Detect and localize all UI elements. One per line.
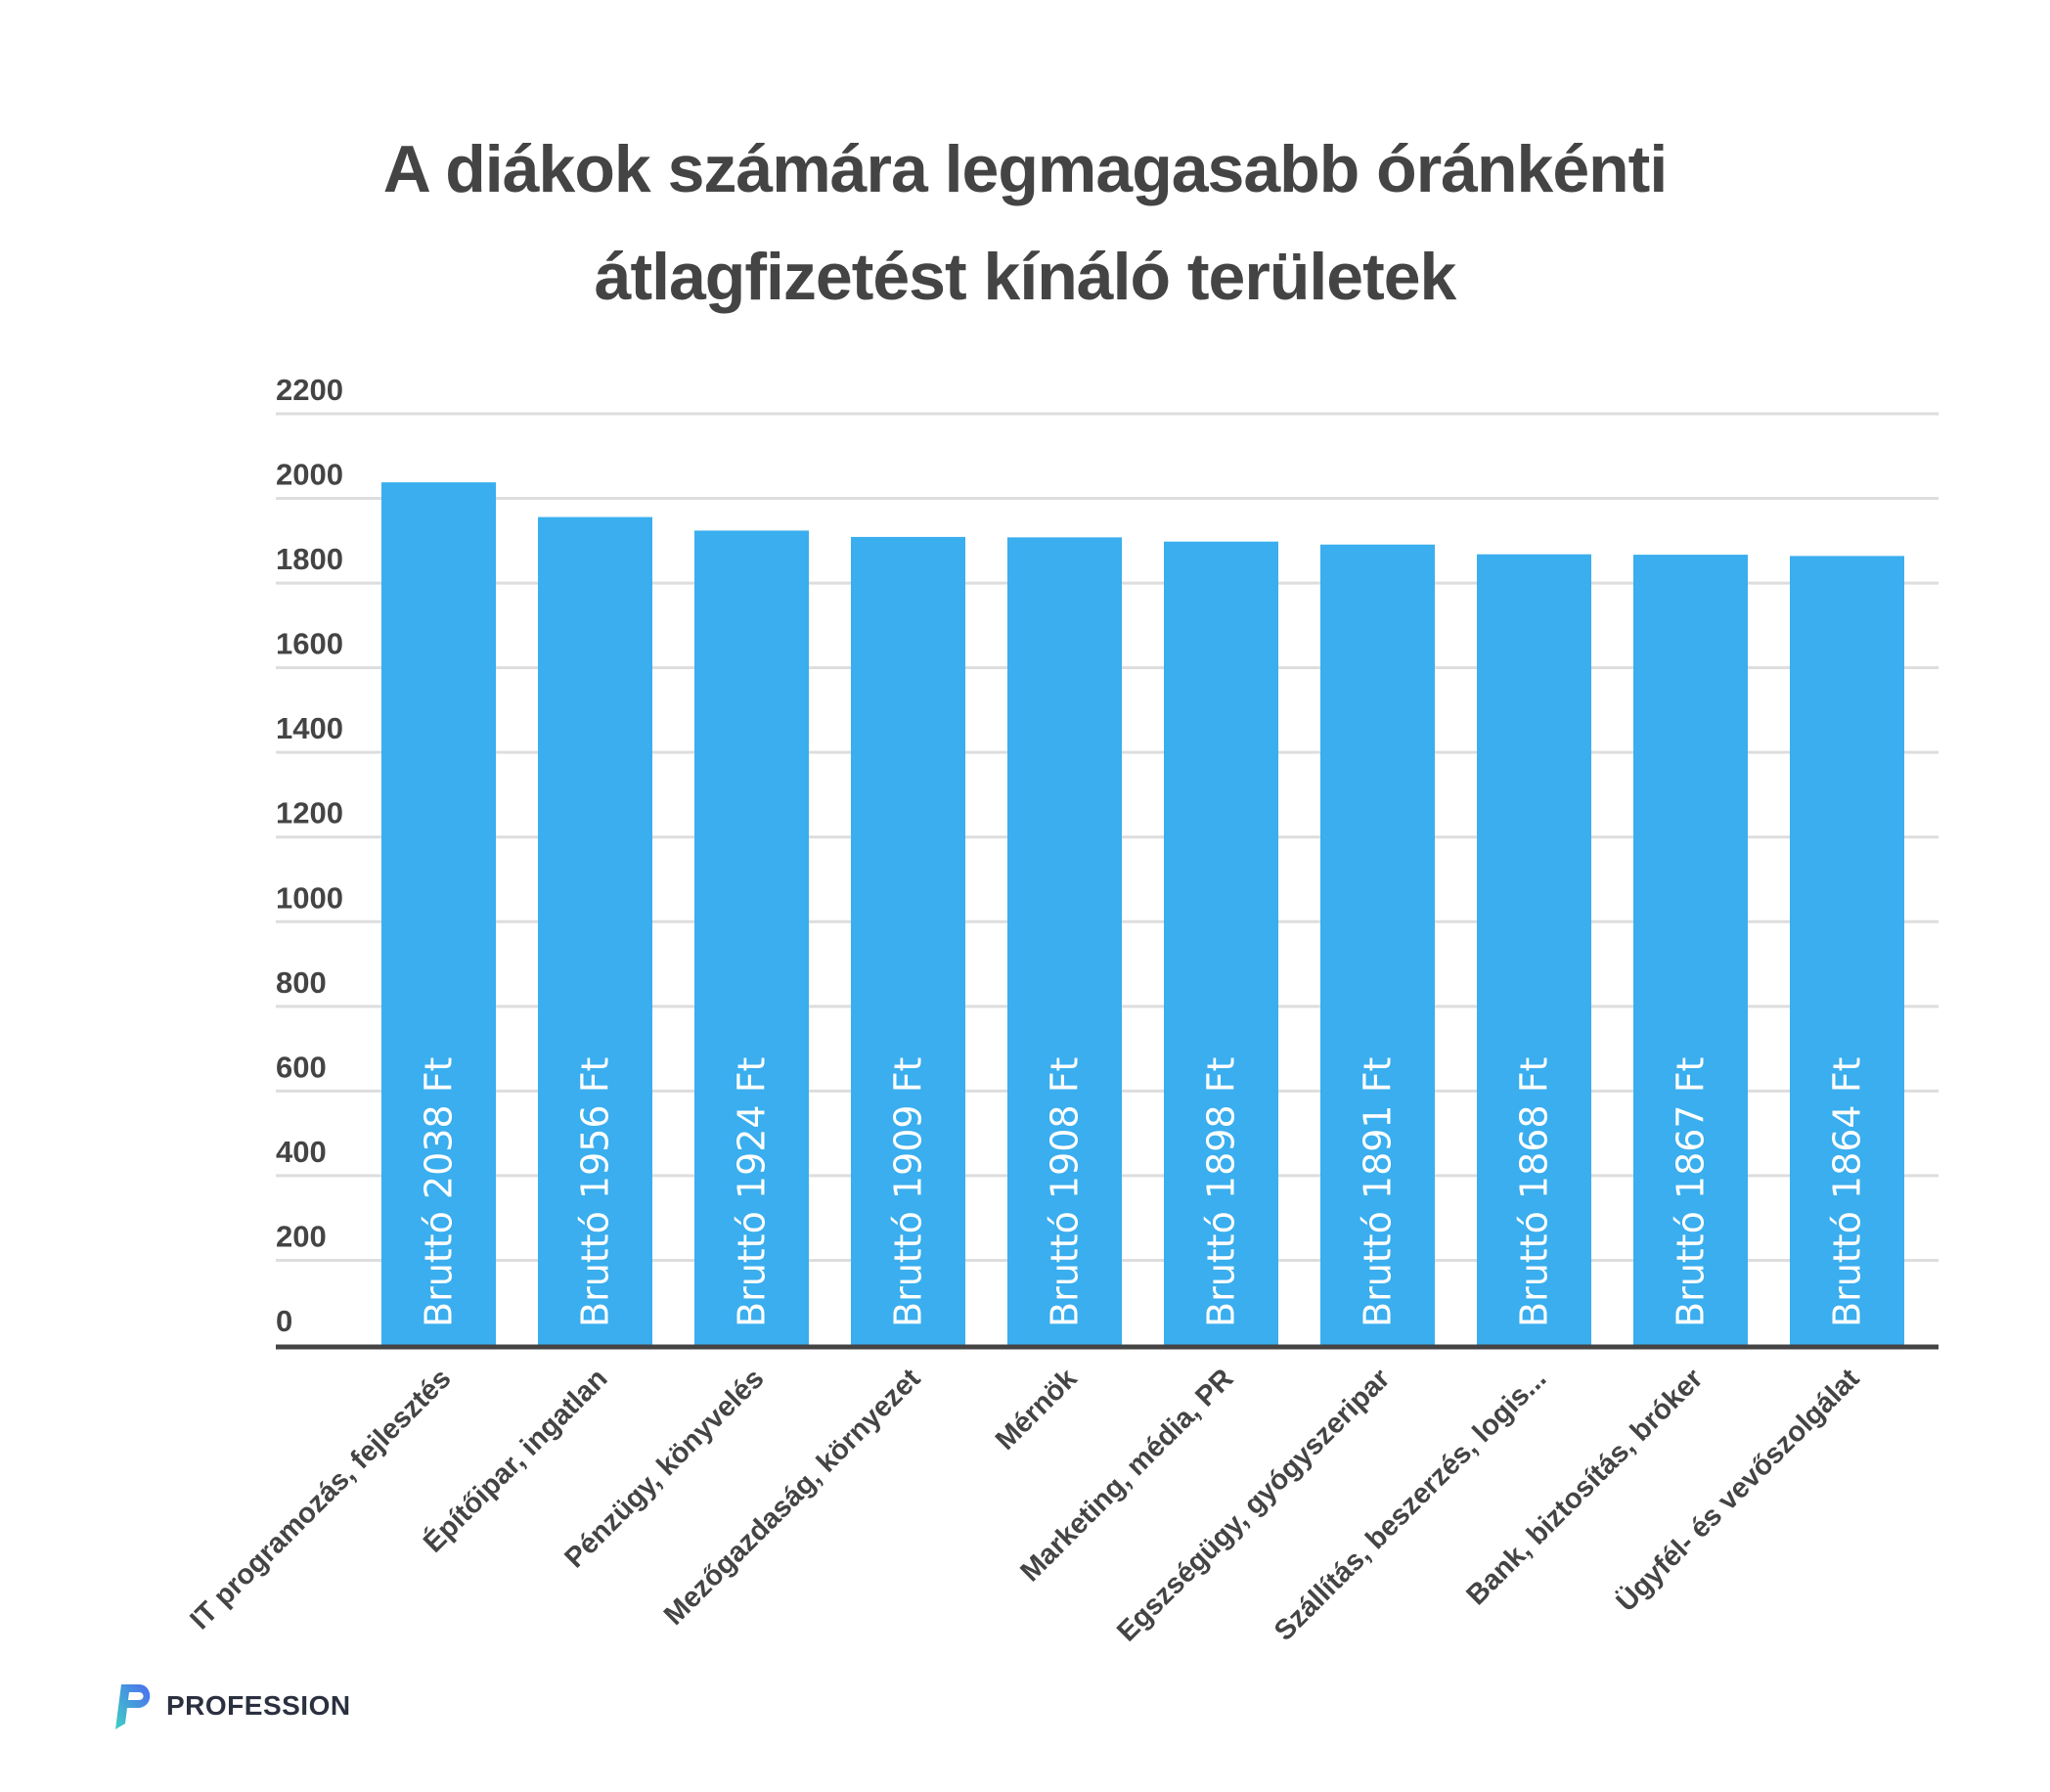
bar-data-label: Bruttó 1956 Ft bbox=[574, 1057, 617, 1327]
bar bbox=[1477, 554, 1591, 1345]
x-category-label: Egszségügy, gyógyszeripar bbox=[1111, 1363, 1396, 1647]
bar bbox=[1790, 556, 1904, 1345]
bar-data-label: Bruttó 1898 Ft bbox=[1200, 1057, 1243, 1327]
bar bbox=[538, 516, 652, 1345]
y-tick-label: 1800 bbox=[276, 542, 343, 576]
y-tick-label: 1200 bbox=[276, 796, 343, 830]
x-category-label: IT programozás, fejlesztés bbox=[184, 1363, 457, 1635]
bar-data-label: Bruttó 1864 Ft bbox=[1826, 1057, 1869, 1327]
y-tick-label: 2200 bbox=[276, 373, 343, 407]
chart-title-line-1: A diákok számára legmagasabb óránkénti bbox=[382, 132, 1668, 206]
bar-data-label: Bruttó 1868 Ft bbox=[1513, 1057, 1556, 1327]
bar-data-label: Bruttó 1908 Ft bbox=[1044, 1057, 1087, 1327]
x-category-label: Mezőgazdaság, környezet bbox=[658, 1363, 927, 1632]
chart-title-line-2: átlagfizetést kínáló területek bbox=[594, 240, 1457, 314]
x-category-label: Mérnök bbox=[990, 1363, 1084, 1456]
y-tick-label: 1000 bbox=[276, 880, 343, 915]
y-tick-label: 1400 bbox=[276, 711, 343, 745]
bar-data-label: Bruttó 1924 Ft bbox=[731, 1057, 774, 1327]
bar-data-label: Bruttó 1867 Ft bbox=[1670, 1057, 1713, 1327]
profession-logo-icon bbox=[115, 1684, 151, 1729]
y-tick-label: 800 bbox=[276, 965, 327, 1000]
bar bbox=[1164, 541, 1278, 1345]
bar-data-label: Bruttó 1891 Ft bbox=[1357, 1057, 1400, 1327]
y-tick-label: 1600 bbox=[276, 627, 343, 661]
logo-text: PROFESSION bbox=[166, 1690, 351, 1721]
bar bbox=[1007, 537, 1122, 1345]
chart-title: A diákok számára legmagasabb óránkénti á… bbox=[0, 115, 2050, 331]
y-tick-label: 400 bbox=[276, 1135, 327, 1169]
x-category-label: Szállítás, beszerzés, logis... bbox=[1269, 1363, 1552, 1646]
bar bbox=[381, 482, 496, 1345]
bar bbox=[1320, 544, 1435, 1345]
bar bbox=[851, 536, 965, 1345]
y-tick-label: 0 bbox=[276, 1304, 292, 1338]
y-tick-label: 200 bbox=[276, 1219, 327, 1253]
bar-data-label: Bruttó 2038 Ft bbox=[418, 1057, 461, 1327]
y-tick-label: 600 bbox=[276, 1050, 327, 1084]
bar-data-label: Bruttó 1909 Ft bbox=[887, 1057, 930, 1327]
bar bbox=[1633, 555, 1748, 1345]
profession-logo: PROFESSION bbox=[110, 1680, 351, 1731]
y-tick-label: 2000 bbox=[276, 458, 343, 492]
bar bbox=[694, 530, 809, 1345]
